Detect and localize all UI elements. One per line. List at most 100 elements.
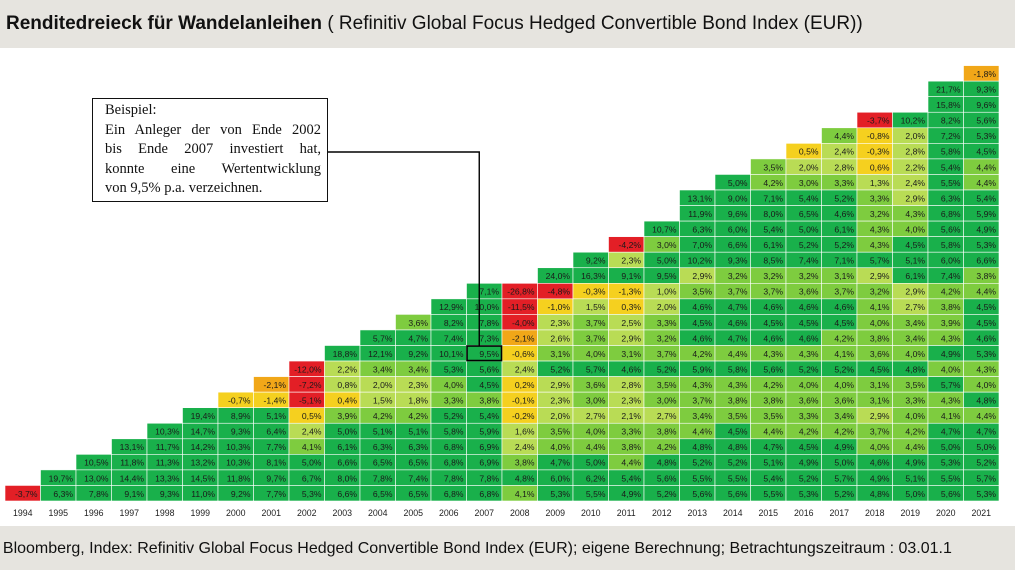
triangle-cell-label: 6,0% <box>941 256 961 266</box>
triangle-cell-label: 2,3% <box>621 256 641 266</box>
triangle-cell: 2,0% <box>643 298 680 315</box>
triangle-cell-label: 4,2% <box>941 287 961 297</box>
triangle-cell-label: 7,7% <box>266 442 286 452</box>
triangle-cell-label: 9,1% <box>124 489 144 499</box>
triangle-cell: 6,6% <box>963 251 1000 269</box>
triangle-cell: 4,6% <box>785 329 822 346</box>
triangle-cell-label: 9,3% <box>231 427 251 437</box>
triangle-cell: 6,5% <box>395 454 432 471</box>
triangle-cell-label: 4,5% <box>799 442 819 452</box>
triangle-cell-label: 5,9% <box>976 209 996 219</box>
triangle-cell: 2,9% <box>537 376 574 393</box>
triangle-cell: 5,7% <box>963 469 1000 486</box>
triangle-cell: 5,0% <box>821 454 858 471</box>
triangle-cell: -26,8% <box>501 283 538 300</box>
triangle-cell-label: 9,2% <box>408 349 428 359</box>
triangle-cell-label: 5,6% <box>657 473 677 483</box>
triangle-cell: 5,6% <box>643 469 680 486</box>
triangle-cell: 6,8% <box>466 485 503 502</box>
triangle-cell-label: 5,8% <box>728 364 748 374</box>
triangle-cell-label: 3,3% <box>905 396 925 406</box>
triangle-cell-label: 5,7% <box>834 473 854 483</box>
triangle-cell-label: 10,3% <box>155 427 180 437</box>
triangle-cell: 5,8% <box>430 422 467 440</box>
triangle-cell-label: 4,3% <box>763 349 783 359</box>
triangle-cell-label: 4,4% <box>586 442 606 452</box>
year-tick-label: 2019 <box>900 508 920 518</box>
triangle-cell-label: 3,0% <box>657 396 677 406</box>
triangle-cell: 3,7% <box>572 314 609 331</box>
triangle-cell: 9,5% <box>643 267 680 284</box>
triangle-cell: 0,6% <box>856 158 893 175</box>
triangle-cell: 21,7% <box>927 80 964 98</box>
triangle-cell-label: 5,6% <box>692 489 712 499</box>
triangle-cell-label: 4,0% <box>941 364 961 374</box>
triangle-cell: 5,4% <box>927 158 964 175</box>
triangle-cell-label: 4,8% <box>976 396 996 406</box>
triangle-cell-label: 4,8% <box>905 364 925 374</box>
triangle-cell: 9,3% <box>714 251 751 269</box>
triangle-cell: 6,6% <box>324 485 361 502</box>
triangle-cell: 5,3% <box>785 485 822 502</box>
triangle-cell-label: 0,8% <box>337 380 357 390</box>
triangle-cell-label: 0,2% <box>515 380 535 390</box>
triangle-cell: 6,0% <box>714 220 751 237</box>
chart-title-bold: Renditedreieck für Wandelanleihen <box>6 13 323 34</box>
triangle-cell-label: 5,3% <box>976 489 996 499</box>
triangle-cell: 4,8% <box>501 469 538 486</box>
year-tick-label: 1995 <box>48 508 68 518</box>
year-tick-label: 1999 <box>190 508 210 518</box>
triangle-cell-label: 6,3% <box>373 442 393 452</box>
year-tick-label: 2012 <box>652 508 672 518</box>
triangle-cell-label: 0,5% <box>302 411 322 421</box>
triangle-cell-label: 5,7% <box>373 333 393 343</box>
triangle-cell: 4,5% <box>856 360 893 377</box>
triangle-cell: 3,0% <box>643 391 680 408</box>
triangle-cell: 11,0% <box>182 485 219 502</box>
year-tick-label: 2000 <box>226 508 246 518</box>
triangle-cell: 9,0% <box>714 189 751 206</box>
triangle-cell: 5,8% <box>927 236 964 253</box>
triangle-cell-label: 2,9% <box>870 271 890 281</box>
triangle-cell-label: 3,8% <box>479 396 499 406</box>
triangle-cell-label: 3,2% <box>657 333 677 343</box>
triangle-cell-label: 5,4% <box>479 411 499 421</box>
triangle-cell-label: 3,8% <box>728 396 748 406</box>
triangle-cell: 13,1% <box>111 438 148 455</box>
triangle-cell: 9,1% <box>608 267 645 284</box>
triangle-cell-label: 2,4% <box>515 442 535 452</box>
triangle-cell-label: 5,2% <box>550 364 570 374</box>
triangle-cell: 4,6% <box>821 205 858 222</box>
triangle-cell-label: 6,5% <box>799 209 819 219</box>
triangle-cell-label: 3,6% <box>799 287 819 297</box>
triangle-cell-label: 5,5% <box>692 473 712 483</box>
triangle-cell: 0,5% <box>288 407 325 424</box>
triangle-cell: 4,4% <box>821 127 858 144</box>
triangle-cell: 5,0% <box>324 422 361 440</box>
triangle-cell-label: 5,3% <box>444 364 464 374</box>
triangle-cell-label: 5,8% <box>941 240 961 250</box>
triangle-cell: 4,2% <box>359 407 396 424</box>
triangle-cell-label: 12,9% <box>439 302 464 312</box>
triangle-cell: 8,2% <box>927 111 964 129</box>
triangle-cell: 4,8% <box>714 438 751 455</box>
triangle-cell-label: 5,4% <box>621 473 641 483</box>
triangle-cell: 4,1% <box>288 438 325 455</box>
triangle-cell: 13,1% <box>679 189 716 206</box>
year-tick-label: 2006 <box>439 508 459 518</box>
triangle-cell-label: 4,6% <box>692 302 712 312</box>
triangle-cell-label: 5,6% <box>941 224 961 234</box>
triangle-cell: 1,5% <box>359 391 396 408</box>
triangle-cell-fill <box>963 485 1000 502</box>
triangle-cell: 9,6% <box>963 96 1000 113</box>
triangle-cell: 1,3% <box>856 174 893 191</box>
triangle-cell: 19,7% <box>40 469 77 486</box>
triangle-cell: 3,3% <box>785 407 822 424</box>
triangle-cell-label: 0,5% <box>799 147 819 157</box>
triangle-cell: 5,6% <box>927 485 964 502</box>
triangle-cell-label: 2,7% <box>905 302 925 312</box>
triangle-cell-label: 10,3% <box>226 442 251 452</box>
triangle-cell-label: 8,2% <box>444 318 464 328</box>
triangle-cell-label: 4,6% <box>976 333 996 343</box>
triangle-cell-label: 14,4% <box>120 473 145 483</box>
